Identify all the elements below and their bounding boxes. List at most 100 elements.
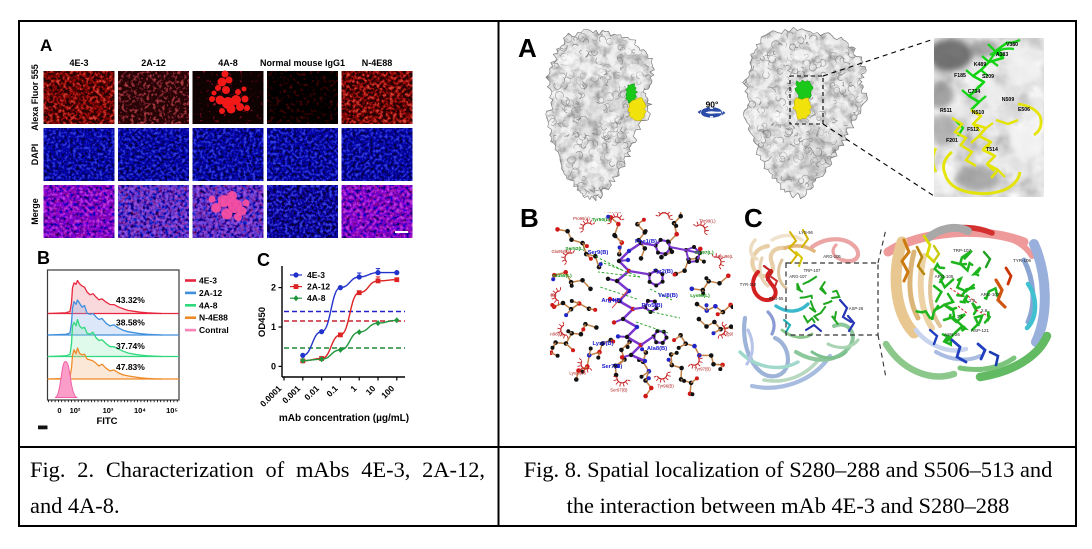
svg-text:Glu95(B): Glu95(B) xyxy=(551,249,569,254)
svg-text:DAPI: DAPI xyxy=(30,144,40,166)
svg-text:Normal mouse IgG1: Normal mouse IgG1 xyxy=(260,58,345,68)
svg-text:T514: T514 xyxy=(986,147,998,153)
svg-text:37.74%: 37.74% xyxy=(116,341,145,351)
svg-text:10⁵: 10⁵ xyxy=(166,406,178,415)
svg-text:0.1: 0.1 xyxy=(324,383,340,399)
svg-text:OD450: OD450 xyxy=(257,307,268,337)
svg-text:47.83%: 47.83% xyxy=(116,362,145,372)
svg-text:Gly97(L): Gly97(L) xyxy=(694,250,714,256)
svg-text:C: C xyxy=(744,203,763,233)
svg-text:4A-8: 4A-8 xyxy=(199,300,218,310)
svg-text:ASP-26: ASP-26 xyxy=(849,306,864,311)
svg-text:ASP-121: ASP-121 xyxy=(971,328,990,333)
svg-text:ASN-26: ASN-26 xyxy=(944,332,960,337)
svg-text:4A-8: 4A-8 xyxy=(307,293,326,303)
svg-text:2.8: 2.8 xyxy=(981,308,988,313)
svg-text:38.58%: 38.58% xyxy=(116,318,145,328)
svg-text:2.9: 2.9 xyxy=(969,298,976,303)
svg-text:R511: R511 xyxy=(940,108,952,114)
svg-text:4E-3: 4E-3 xyxy=(307,270,325,280)
svg-text:F185: F185 xyxy=(954,73,966,79)
svg-text:Lys6(B): Lys6(B) xyxy=(592,341,613,347)
svg-text:Ser97(B): Ser97(B) xyxy=(610,388,628,393)
svg-text:ARG-107: ARG-107 xyxy=(789,274,807,279)
svg-text:10²: 10² xyxy=(70,406,81,415)
svg-text:Pro5(B): Pro5(B) xyxy=(642,303,663,309)
svg-text:10⁴: 10⁴ xyxy=(134,406,146,415)
svg-text:A: A xyxy=(40,36,52,55)
svg-text:Pro96(a): Pro96(a) xyxy=(573,216,590,221)
svg-text:Tyr2(B): Tyr2(B) xyxy=(653,269,673,275)
svg-text:100: 100 xyxy=(379,383,396,400)
svg-text:Ala96(B): Ala96(B) xyxy=(540,292,557,297)
svg-text:F201: F201 xyxy=(946,138,958,144)
svg-text:Ser7(B): Ser7(B) xyxy=(602,364,623,370)
svg-text:Asn98(H): Asn98(H) xyxy=(545,332,564,337)
svg-text:GLU-55: GLU-55 xyxy=(769,296,784,301)
svg-text:0.0001: 0.0001 xyxy=(258,383,284,409)
svg-text:Arg99(H): Arg99(H) xyxy=(723,331,741,336)
svg-text:N-4E88: N-4E88 xyxy=(362,58,393,68)
svg-text:Tyr96(B): Tyr96(B) xyxy=(657,384,674,389)
svg-text:0: 0 xyxy=(271,361,276,371)
svg-text:LYS-96: LYS-96 xyxy=(799,230,813,235)
svg-text:Tyr97(B): Tyr97(B) xyxy=(694,367,711,372)
svg-text:0.001: 0.001 xyxy=(280,383,302,405)
svg-text:FITC: FITC xyxy=(96,416,117,427)
svg-text:N-4E88: N-4E88 xyxy=(199,313,228,323)
svg-text:4A-8: 4A-8 xyxy=(218,58,238,68)
svg-text:Contral: Contral xyxy=(199,325,229,335)
svg-text:B: B xyxy=(520,203,539,233)
svg-text:B: B xyxy=(37,248,50,268)
svg-text:mAb concentration (µg/mL): mAb concentration (µg/mL) xyxy=(279,413,409,424)
svg-text:10: 10 xyxy=(364,383,378,397)
svg-text:Tyr50(L): Tyr50(L) xyxy=(592,217,611,223)
svg-text:C734: C734 xyxy=(968,89,981,95)
svg-text:K489: K489 xyxy=(974,62,987,68)
svg-text:Lys(a)96: Lys(a)96 xyxy=(569,371,586,376)
svg-text:TYR-106: TYR-106 xyxy=(1013,258,1032,263)
svg-text:Thr99(L): Thr99(L) xyxy=(699,219,716,224)
svg-text:A: A xyxy=(518,33,537,63)
svg-text:C: C xyxy=(257,250,270,270)
svg-text:Ser52(L): Ser52(L) xyxy=(565,246,585,252)
svg-text:90°: 90° xyxy=(706,100,719,110)
svg-text:N510: N510 xyxy=(972,110,985,116)
svg-text:4E-3: 4E-3 xyxy=(69,58,88,68)
svg-text:10³: 10³ xyxy=(103,406,114,415)
svg-text:TRP-107: TRP-107 xyxy=(804,268,821,273)
svg-text:A383: A383 xyxy=(996,52,1009,58)
svg-text:4E-3: 4E-3 xyxy=(199,276,217,286)
svg-text:F512: F512 xyxy=(967,127,979,133)
svg-text:43.32%: 43.32% xyxy=(116,295,145,305)
svg-text:0.01: 0.01 xyxy=(302,383,321,402)
svg-text:Leu96(L): Leu96(L) xyxy=(718,254,736,259)
svg-text:Phe96(a): Phe96(a) xyxy=(604,209,622,214)
svg-text:Lys96(L): Lys96(L) xyxy=(690,293,710,299)
svg-text:3.1: 3.1 xyxy=(957,314,964,319)
svg-text:Glu55(L): Glu55(L) xyxy=(552,273,572,279)
svg-text:Alexa Fluor 555: Alexa Fluor 555 xyxy=(30,64,40,131)
svg-text:S209: S209 xyxy=(982,74,994,80)
svg-text:Ser9(B): Ser9(B) xyxy=(588,250,609,256)
svg-text:2A-12: 2A-12 xyxy=(141,58,166,68)
svg-text:E506: E506 xyxy=(1018,107,1030,113)
svg-text:V380: V380 xyxy=(1006,42,1018,48)
svg-text:1: 1 xyxy=(348,383,359,394)
svg-text:Val8(B): Val8(B) xyxy=(658,293,678,299)
svg-text:TRP-107: TRP-107 xyxy=(953,248,972,253)
svg-text:Arg4(B): Arg4(B) xyxy=(601,298,622,304)
svg-text:ARG-107: ARG-107 xyxy=(981,292,1000,297)
svg-text:2A-12: 2A-12 xyxy=(307,282,330,292)
svg-text:Merge: Merge xyxy=(30,198,40,225)
svg-text:Phe1(B): Phe1(B) xyxy=(635,239,657,245)
svg-text:N509: N509 xyxy=(1002,97,1015,103)
svg-text:2: 2 xyxy=(271,283,276,293)
svg-text:1: 1 xyxy=(271,322,276,332)
svg-text:Ala8(B): Ala8(B) xyxy=(647,346,667,352)
svg-text:Asn8(a): Asn8(a) xyxy=(659,204,675,209)
svg-text:0: 0 xyxy=(57,406,61,415)
svg-text:ARG-105: ARG-105 xyxy=(935,274,954,279)
svg-text:ARG-105: ARG-105 xyxy=(823,254,841,259)
svg-text:TYR-110: TYR-110 xyxy=(740,282,757,287)
